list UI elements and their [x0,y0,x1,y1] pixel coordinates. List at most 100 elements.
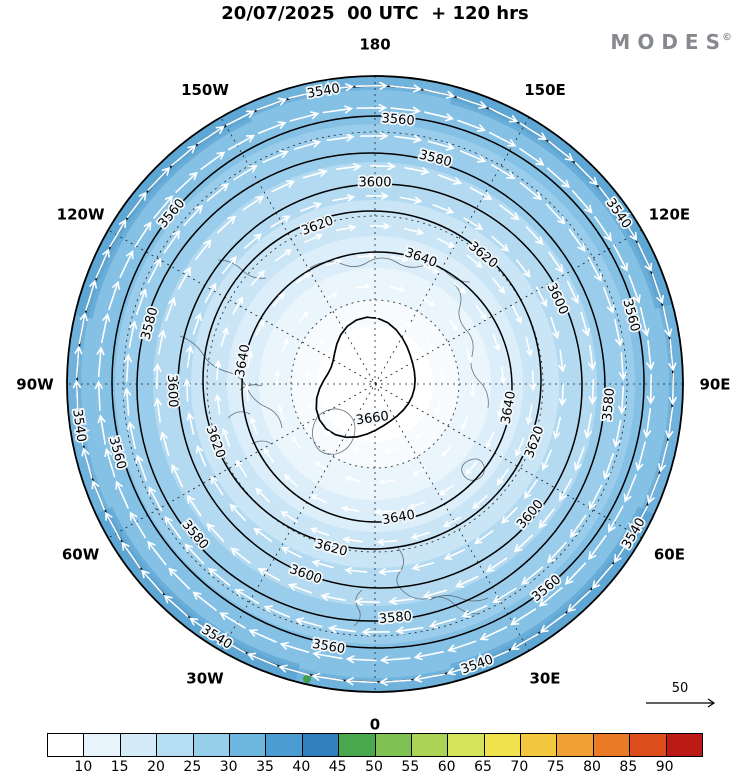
wind-arrow [407,501,425,510]
reference-arrow-line [646,698,716,708]
wind-arrow [360,131,389,141]
latitude-circle [122,131,628,637]
wind-arrow [368,313,382,319]
wind-arrow [647,473,661,505]
colorbar-cell [229,734,267,756]
wind-arrow [388,597,414,606]
wind-arrow [515,437,525,457]
wind-arrow [501,507,518,524]
wind-arrow [485,557,508,573]
colorbar-cell [120,734,158,756]
wind-arrow [153,397,162,423]
wind-arrow [279,641,310,653]
wind-arrow [465,461,478,476]
wind-arrow [192,591,217,611]
wind-arrow [274,370,280,387]
wind-arrow [567,589,592,613]
latitude-circle [206,215,544,553]
wind-arrow [613,535,633,564]
wind-arrow [196,444,207,467]
wind-arrow [342,536,363,544]
wind-arrow [443,549,466,560]
colorbar-cell [157,734,194,756]
wind-arrow [153,195,174,219]
wind-arrow [355,283,372,289]
longitude-label: 150E [524,81,566,99]
wind-arrow [441,445,452,457]
meridian-line [220,117,530,651]
wind-arrow [345,655,377,664]
wind-arrow [369,222,391,230]
colorbar-tick-label: 30 [219,759,238,775]
wind-arrow [538,586,563,607]
wind-arrow [272,292,285,307]
wind-arrow [271,180,296,193]
wind-arrow [280,546,302,558]
wind-arrow [147,540,167,566]
wind-arrow [548,140,574,162]
wind-arrow [401,320,413,328]
wind-arrow [520,566,544,585]
wind-arrow [492,587,517,603]
wind-arrow [598,186,620,213]
wind-arrow [525,226,544,246]
wind-arrow [538,508,555,529]
colorbar-cell [666,734,703,756]
wind-arrow [376,538,398,546]
wind-arrow [448,318,459,332]
wind-arrow [302,169,328,179]
wind-arrow [287,583,313,594]
colorbar-cell [48,734,85,756]
wind-arrow [583,413,592,439]
wind-arrow [384,447,398,454]
wind-arrow [123,387,132,416]
wind-arrow [214,359,222,381]
colorbar-cell [484,734,522,756]
wind-arrow [255,487,271,503]
colorbar-cell [84,734,121,756]
wind-arrow [356,103,388,112]
wind-arrow [327,624,356,633]
wind-arrow [283,474,298,487]
wind-arrow [186,344,194,368]
wind-arrow [207,567,231,586]
wind-arrow [361,627,390,637]
wind-arrow [499,204,520,221]
coastline [309,257,471,283]
colorbar-cell [302,734,340,756]
wind-arrow [192,312,202,335]
wind-arrow [158,329,167,355]
wind-arrow [618,352,627,381]
wind-arrow [123,353,132,382]
colorbar-tick-label: 40 [292,759,311,775]
wind-arrow [588,484,603,511]
wind-arrow [491,235,510,252]
wind-arrow [325,258,343,267]
wind-arrow [513,534,533,553]
wind-arrow [109,218,127,248]
wind-arrow [646,340,655,371]
longitude-label: 180 [359,35,390,53]
contour-line [177,183,583,589]
wind-arrow [566,280,579,305]
wind-arrow [171,463,184,488]
wind-arrow [442,516,462,528]
page-title: 20/07/2025 00 UTC + 120 hrs [221,3,529,24]
wind-arrow [94,380,103,412]
wind-arrow [639,306,650,337]
wind-arrow [432,204,455,214]
wind-arrows-layer [72,81,677,686]
wind-arrow [95,248,110,279]
wind-arrow [471,495,488,510]
longitude-label: 90W [16,375,54,393]
wind-arrow [247,350,253,369]
wind-arrow [389,84,422,93]
contour-line [241,251,513,523]
wind-arrow [456,96,488,109]
colorbar-cell [557,734,594,756]
wind-arrow [394,135,423,144]
wind-arrow [591,563,614,590]
wind-arrow [399,196,423,204]
wind-arrow [344,566,368,575]
